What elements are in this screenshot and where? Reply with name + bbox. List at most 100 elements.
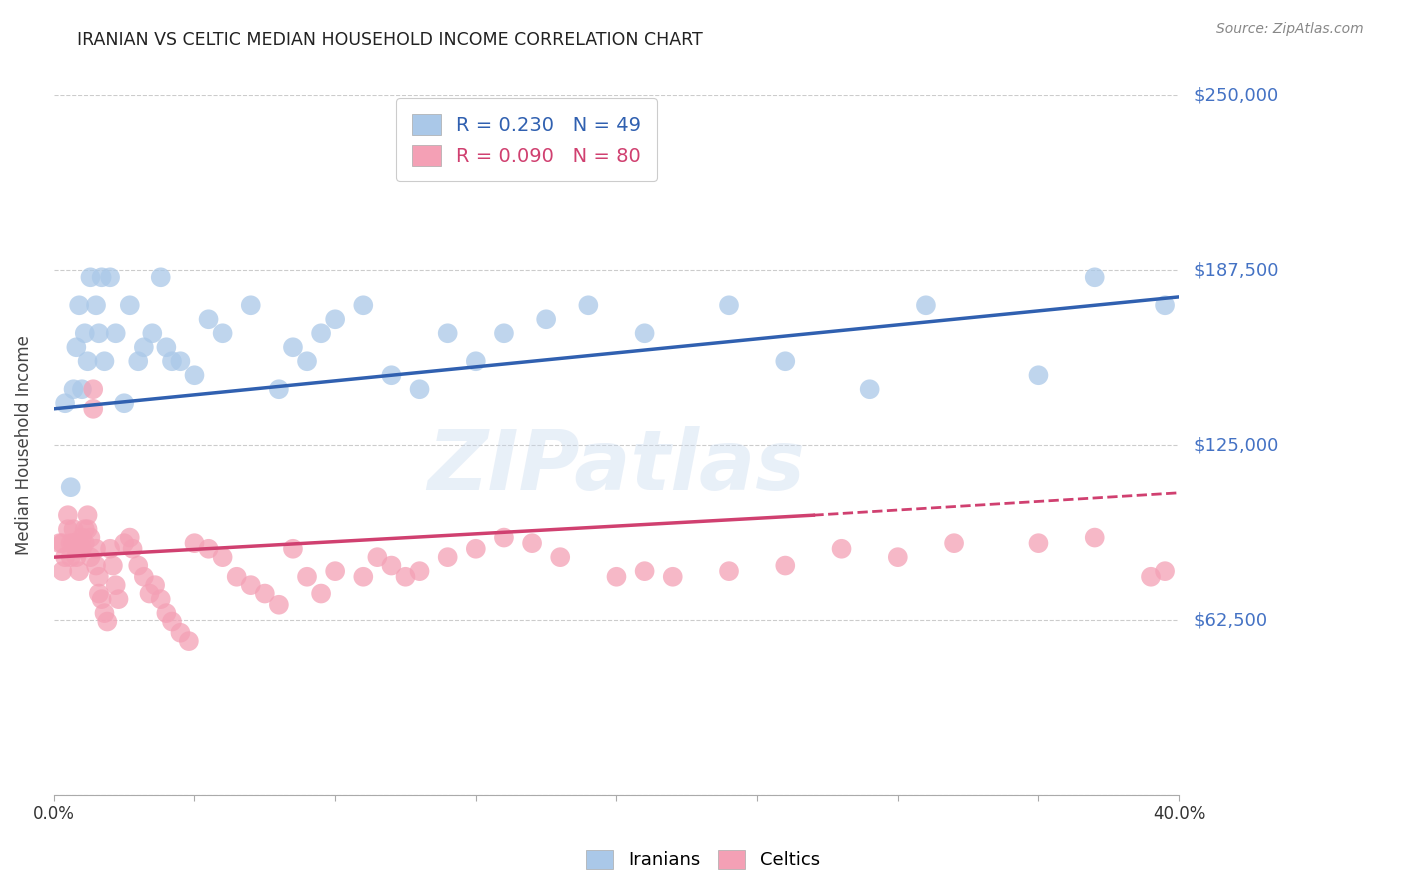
Point: [943, 536, 966, 550]
Point: [436, 550, 458, 565]
Point: [281, 541, 304, 556]
Point: [605, 570, 627, 584]
Point: [51, 564, 73, 578]
Point: [775, 354, 797, 368]
Point: [267, 598, 290, 612]
Point: [1084, 531, 1107, 545]
Point: [661, 570, 683, 584]
Point: [464, 354, 486, 368]
Text: $250,000: $250,000: [1194, 87, 1278, 104]
Point: [211, 550, 233, 565]
Point: [380, 558, 402, 573]
Point: [394, 570, 416, 584]
Point: [82, 382, 104, 396]
Point: [59, 550, 82, 565]
Point: [352, 570, 374, 584]
Text: IRANIAN VS CELTIC MEDIAN HOUSEHOLD INCOME CORRELATION CHART: IRANIAN VS CELTIC MEDIAN HOUSEHOLD INCOM…: [77, 31, 703, 49]
Point: [67, 298, 90, 312]
Point: [104, 326, 127, 341]
Point: [492, 326, 515, 341]
Point: [211, 326, 233, 341]
Point: [436, 326, 458, 341]
Point: [225, 570, 247, 584]
Point: [65, 340, 87, 354]
Point: [160, 615, 183, 629]
Point: [107, 592, 129, 607]
Point: [464, 541, 486, 556]
Point: [576, 298, 599, 312]
Point: [831, 541, 853, 556]
Point: [887, 550, 910, 565]
Text: $125,000: $125,000: [1194, 436, 1278, 454]
Point: [65, 550, 87, 565]
Point: [149, 592, 172, 607]
Legend: Iranians, Celtics: Iranians, Celtics: [578, 840, 828, 879]
Point: [915, 298, 938, 312]
Point: [492, 531, 515, 545]
Point: [633, 564, 655, 578]
Point: [169, 354, 191, 368]
Point: [96, 615, 118, 629]
Point: [56, 508, 79, 523]
Text: ZIPatlas: ZIPatlas: [427, 425, 806, 507]
Point: [197, 541, 219, 556]
Point: [366, 550, 388, 565]
Point: [79, 270, 101, 285]
Point: [56, 522, 79, 536]
Point: [59, 536, 82, 550]
Y-axis label: Median Household Income: Median Household Income: [15, 335, 32, 555]
Point: [197, 312, 219, 326]
Point: [65, 541, 87, 556]
Point: [51, 536, 73, 550]
Point: [62, 382, 84, 396]
Point: [295, 570, 318, 584]
Point: [309, 586, 332, 600]
Point: [70, 382, 93, 396]
Point: [1084, 270, 1107, 285]
Point: [323, 312, 346, 326]
Point: [73, 536, 96, 550]
Legend: R = 0.230   N = 49, R = 0.090   N = 80: R = 0.230 N = 49, R = 0.090 N = 80: [396, 98, 657, 181]
Point: [352, 298, 374, 312]
Point: [70, 531, 93, 545]
Point: [1140, 570, 1163, 584]
Point: [84, 298, 107, 312]
Point: [53, 396, 76, 410]
Point: [408, 382, 430, 396]
Point: [177, 634, 200, 648]
Point: [1028, 536, 1050, 550]
Point: [1154, 298, 1177, 312]
Point: [112, 536, 135, 550]
Point: [79, 550, 101, 565]
Point: [79, 531, 101, 545]
Point: [127, 354, 149, 368]
Text: $187,500: $187,500: [1194, 261, 1278, 279]
Point: [104, 578, 127, 592]
Point: [534, 312, 557, 326]
Point: [121, 541, 143, 556]
Point: [408, 564, 430, 578]
Point: [239, 298, 262, 312]
Point: [323, 564, 346, 578]
Point: [62, 536, 84, 550]
Point: [132, 340, 155, 354]
Point: [169, 625, 191, 640]
Point: [59, 480, 82, 494]
Point: [138, 586, 160, 600]
Point: [127, 558, 149, 573]
Text: $62,500: $62,500: [1194, 611, 1267, 629]
Point: [859, 382, 882, 396]
Point: [93, 354, 115, 368]
Point: [62, 522, 84, 536]
Point: [1154, 564, 1177, 578]
Point: [53, 550, 76, 565]
Text: Source: ZipAtlas.com: Source: ZipAtlas.com: [1216, 22, 1364, 37]
Point: [309, 326, 332, 341]
Point: [73, 522, 96, 536]
Point: [90, 270, 112, 285]
Point: [112, 396, 135, 410]
Point: [76, 508, 98, 523]
Point: [101, 558, 124, 573]
Point: [183, 368, 205, 383]
Point: [380, 368, 402, 383]
